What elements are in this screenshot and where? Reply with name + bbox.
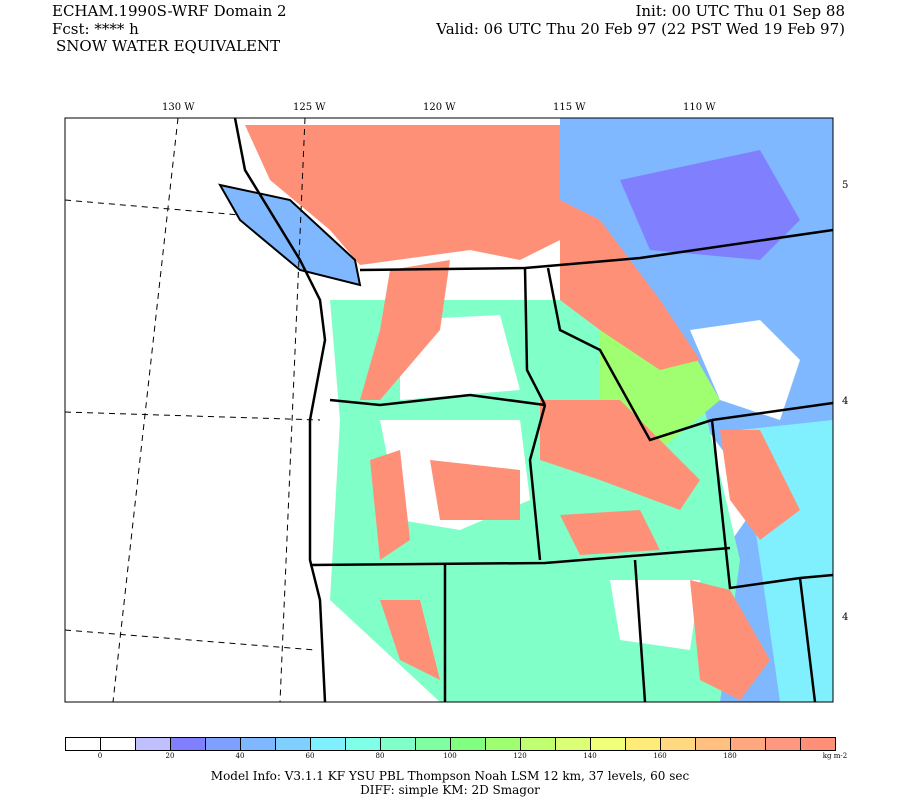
colorbar-swatch	[556, 738, 591, 750]
colorbar-swatch	[766, 738, 801, 750]
colorbar-tick-label: 160	[653, 752, 667, 760]
lat-label: 4	[842, 396, 849, 407]
lat-label: 4	[842, 612, 849, 623]
colorbar-swatch	[311, 738, 346, 750]
colorbar-swatch	[381, 738, 416, 750]
heavy-snow-region	[560, 510, 660, 555]
id-mt-border	[546, 267, 713, 442]
colorbar-swatch	[346, 738, 381, 750]
colorbar-swatch	[136, 738, 171, 750]
lon-label: 130 W	[162, 102, 195, 113]
wa-or-border	[329, 393, 546, 407]
colorbar-swatch	[696, 738, 731, 750]
colorbar-swatch	[171, 738, 206, 750]
lon-label: 120 W	[423, 102, 456, 113]
colorbar-swatch	[241, 738, 276, 750]
us-canada-border	[359, 228, 833, 272]
colorbar-swatch	[801, 738, 835, 750]
no-snow-region	[610, 580, 700, 650]
or-id-border	[528, 404, 547, 561]
lon-label: 115 W	[553, 102, 586, 113]
forecast-hour: Fcst: **** h	[52, 20, 139, 38]
model-title: ECHAM.1990S-WRF Domain 2	[52, 2, 287, 20]
colorbar-swatch	[521, 738, 556, 750]
colorbar	[65, 737, 836, 751]
no-snow-region	[690, 320, 800, 420]
ut-border	[798, 577, 817, 702]
heavy-snow-region	[380, 600, 440, 680]
coastline	[233, 118, 327, 702]
colorbar-swatch	[661, 738, 696, 750]
graticule	[65, 118, 321, 702]
political-borders	[233, 118, 833, 702]
map-frame	[64, 117, 834, 703]
colorbar-swatch	[486, 738, 521, 750]
colorbar-swatch	[101, 738, 136, 750]
diff-info: DIFF: simple KM: 2D Smagor	[360, 783, 540, 797]
heavy-snow-regions	[245, 125, 800, 700]
model-info: Model Info: V3.1.1 KF YSU PBL Thompson N…	[210, 769, 690, 783]
colorbar-swatch	[451, 738, 486, 750]
field-name: SNOW WATER EQUIVALENT	[56, 37, 281, 55]
colorbar-swatch	[276, 738, 311, 750]
lon-label: 125 W	[293, 102, 326, 113]
colorbar-tick-label: 60	[305, 752, 315, 760]
heavy-snow-region	[690, 580, 770, 700]
nv-ut-border	[633, 559, 647, 702]
colorbar-tick-label: 100	[443, 752, 457, 760]
snow-very-low-region	[620, 150, 800, 260]
colorbar-swatch	[626, 738, 661, 750]
heavy-snow-region	[245, 125, 560, 265]
init-time: Init: 00 UTC Thu 01 Sep 88	[635, 2, 845, 20]
colorbar-swatch	[206, 738, 241, 750]
colorbar-swatch	[591, 738, 626, 750]
heavy-snow-region	[360, 260, 450, 400]
valid-time: Valid: 06 UTC Thu 20 Feb 97 (22 PST Wed …	[436, 20, 845, 38]
colorbar-units: kg m-2	[822, 752, 848, 760]
mt-wy-border	[711, 401, 833, 422]
heavy-snow-region	[720, 430, 800, 540]
wy-border	[710, 419, 833, 590]
colorbar-tick-label: 80	[375, 752, 385, 760]
heavy-snow-region	[560, 200, 700, 370]
colorbar-tick-label: 20	[165, 752, 175, 760]
colorbar-swatch	[416, 738, 451, 750]
heavy-snow-region	[540, 400, 700, 510]
colorbar-tick-label: 120	[513, 752, 527, 760]
colorbar-tick-label: 40	[235, 752, 245, 760]
lat-label: 5	[842, 180, 849, 191]
or-south-border	[309, 546, 731, 567]
heavy-snow-region	[370, 450, 410, 560]
colorbar-tick-label: 180	[723, 752, 737, 760]
colorbar-swatch	[66, 738, 101, 750]
snow-water-map	[64, 117, 834, 703]
lon-label: 110 W	[683, 102, 716, 113]
colorbar-tick-label: 0	[97, 752, 103, 760]
wa-id-border	[523, 267, 547, 406]
colorbar-swatch	[731, 738, 766, 750]
vancouver-island	[218, 183, 362, 287]
colorbar-tick-label: 140	[583, 752, 597, 760]
heavy-snow-region	[430, 460, 520, 520]
